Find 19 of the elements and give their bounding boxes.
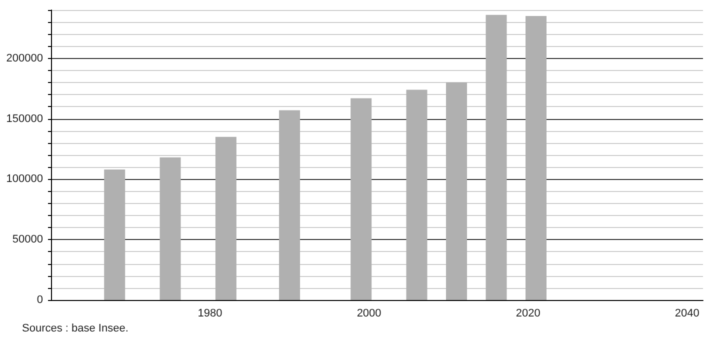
bar (446, 82, 468, 300)
bar (526, 16, 547, 300)
bar (486, 14, 507, 300)
bar (104, 170, 126, 300)
y-tick-label: 150000 (6, 112, 43, 125)
x-tick-label: 2000 (356, 308, 382, 320)
x-tick-label: 2020 (516, 308, 540, 320)
y-tick-label: 0 (36, 294, 43, 306)
bar (279, 110, 300, 300)
source-note: Sources : base Insee. (22, 322, 128, 334)
bar (406, 90, 428, 300)
bar (350, 98, 372, 300)
x-tick-label: 2040 (674, 308, 700, 320)
bar (160, 157, 181, 300)
y-tick-label: 50000 (12, 234, 43, 246)
y-tick-label: 200000 (6, 52, 43, 64)
y-tick-label: 100000 (6, 173, 43, 186)
x-tick-label: 1980 (198, 308, 222, 320)
bar (215, 136, 236, 300)
